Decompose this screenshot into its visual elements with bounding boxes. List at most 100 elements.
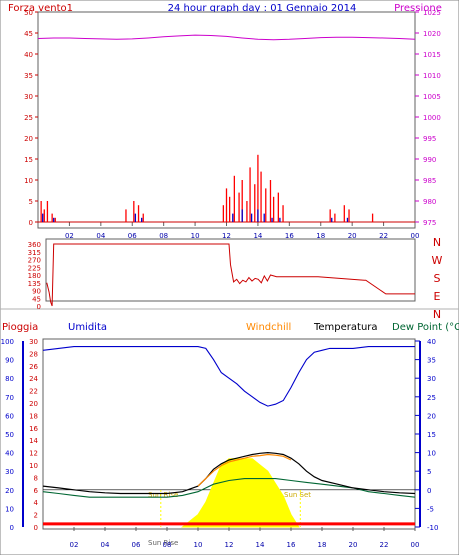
legend-windchill: Windchill xyxy=(246,322,291,333)
windchill-line xyxy=(197,453,292,487)
temperature-tick-label: 30 xyxy=(427,375,436,383)
rain-tick-label: 14 xyxy=(29,437,38,445)
direction-tick-label: 90 xyxy=(32,288,41,296)
pressure-tick-label: 1005 xyxy=(423,93,441,101)
rain-tick-label: 2 xyxy=(34,512,38,520)
time-tick-label: 06 xyxy=(132,541,141,549)
time-tick-label: 10 xyxy=(194,541,203,549)
rain-tick-label: 30 xyxy=(29,338,38,346)
time-tick-label: 08 xyxy=(159,232,168,240)
rain-tick-label: 24 xyxy=(29,375,38,383)
rain-tick-label: 8 xyxy=(34,474,38,482)
legend-temperatura: Temperatura xyxy=(313,322,378,333)
wind-tick-label: 5 xyxy=(29,198,33,206)
temperature-tick-label: 5 xyxy=(427,468,431,476)
direction-tick-label: 225 xyxy=(28,264,41,272)
wind-tick-label: 35 xyxy=(24,72,33,80)
rain-tick-label: 16 xyxy=(29,425,38,433)
legend-pioggia: Pioggia xyxy=(2,322,38,333)
humidity-tick-label: 50 xyxy=(5,431,14,439)
time-tick-label: 16 xyxy=(285,232,294,240)
time-tick-label: 14 xyxy=(256,541,265,549)
time-tick-label: 16 xyxy=(287,541,296,549)
pressure-tick-label: 1000 xyxy=(423,114,441,122)
time-tick-label: 04 xyxy=(96,232,105,240)
humidity-tick-label: 40 xyxy=(5,450,14,458)
legend-dewpoint: Dew Point (°C xyxy=(392,322,459,333)
rain-tick-label: 6 xyxy=(34,487,39,495)
time-tick-label: 18 xyxy=(318,541,327,549)
temperature-tick-label: -5 xyxy=(427,505,434,513)
wind-tick-label: 15 xyxy=(24,156,33,164)
rain-tick-label: 28 xyxy=(29,350,38,358)
pressure-tick-label: 985 xyxy=(423,177,436,185)
wind-tick-label: 50 xyxy=(24,9,33,17)
temperature-tick-label: 25 xyxy=(427,394,436,402)
time-tick-label: 22 xyxy=(380,541,389,549)
compass-label: N xyxy=(433,308,441,321)
pressure-tick-label: 1025 xyxy=(423,9,441,17)
humidity-tick-label: 30 xyxy=(5,468,14,476)
direction-tick-label: 180 xyxy=(28,272,41,280)
temperature-tick-label: -10 xyxy=(427,524,438,532)
humidity-line xyxy=(42,346,415,407)
wind-tick-label: 45 xyxy=(24,30,33,38)
wind-direction-plot xyxy=(45,238,416,302)
direction-tick-label: 360 xyxy=(28,241,41,249)
legend-umidita: Umidita xyxy=(68,322,107,333)
temperature-tick-label: 35 xyxy=(427,357,436,365)
wind-tick-label: 40 xyxy=(24,51,33,59)
compass-label: S xyxy=(434,272,441,285)
pressure-tick-label: 975 xyxy=(423,219,436,227)
sun-rise-label: Sun Rise xyxy=(148,491,178,499)
humidity-tick-label: 0 xyxy=(10,524,14,532)
time-tick-label: 00 xyxy=(411,541,420,549)
humidity-tick-label: 100 xyxy=(1,338,14,346)
rain-tick-label: 12 xyxy=(29,450,38,458)
time-tick-label: 14 xyxy=(253,232,262,240)
rain-tick-label: 10 xyxy=(29,462,38,470)
time-tick-label: 10 xyxy=(191,232,200,240)
rain-tick-label: 0 xyxy=(34,524,38,532)
time-tick-label: 12 xyxy=(225,541,234,549)
time-tick-label: 02 xyxy=(70,541,79,549)
sun-rise-bottom-label: Sun Rise xyxy=(148,539,178,547)
time-tick-label: 20 xyxy=(348,232,357,240)
right-axis-label: Pressione xyxy=(394,3,442,14)
time-tick-label: 12 xyxy=(222,232,231,240)
direction-tick-label: 135 xyxy=(28,280,41,288)
temperature-line xyxy=(42,451,416,495)
pressure-tick-label: 1015 xyxy=(423,51,441,59)
pressure-line xyxy=(37,34,416,41)
rain-tick-label: 20 xyxy=(29,400,38,408)
temperature-tick-label: 20 xyxy=(427,412,436,420)
rain-tick-label: 26 xyxy=(29,363,38,371)
temperature-tick-label: 40 xyxy=(427,338,436,346)
pressure-tick-label: 1010 xyxy=(423,72,441,80)
rain-tick-label: 4 xyxy=(34,499,39,507)
direction-tick-label: 0 xyxy=(37,303,41,311)
compass-label: E xyxy=(434,290,441,303)
humidity-tick-label: 70 xyxy=(5,394,14,402)
temperature-tick-label: 15 xyxy=(427,431,436,439)
chart-title: 24 hour graph day : 01 Gennaio 2014 xyxy=(168,3,357,14)
compass-label: N xyxy=(433,236,441,249)
compass-label: W xyxy=(432,254,443,267)
time-tick-label: 00 xyxy=(411,232,420,240)
sun-set-label: Sun Set xyxy=(284,491,311,499)
humidity-tick-label: 20 xyxy=(5,487,14,495)
direction-tick-label: 270 xyxy=(28,257,41,265)
wind-tick-label: 25 xyxy=(24,114,33,122)
wind-tick-label: 30 xyxy=(24,93,33,101)
humidity-tick-label: 90 xyxy=(5,357,14,365)
time-tick-label: 22 xyxy=(379,232,388,240)
left-axis-label: Forza vento1 xyxy=(8,3,73,14)
time-tick-label: 20 xyxy=(349,541,358,549)
humidity-tick-label: 10 xyxy=(5,505,14,513)
rain-tick-label: 18 xyxy=(29,412,38,420)
pressure-tick-label: 980 xyxy=(423,198,436,206)
direction-tick-label: 315 xyxy=(28,249,41,257)
time-tick-label: 06 xyxy=(128,232,137,240)
pressure-tick-label: 995 xyxy=(423,135,436,143)
